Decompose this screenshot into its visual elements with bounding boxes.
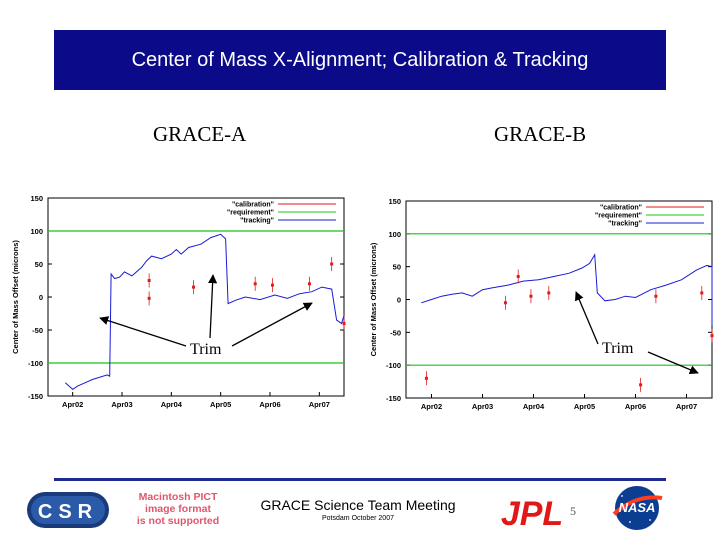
x-tick-label: Apr06 bbox=[625, 402, 646, 411]
calibration-point bbox=[529, 294, 533, 298]
calibration-point bbox=[710, 334, 714, 338]
x-tick-label: Apr04 bbox=[523, 402, 545, 411]
grace-a-chart: -150 -100 -50 0 50 100 150 Apr02 Apr03 Apr04 Apr05… bbox=[11, 194, 346, 409]
y-tick-label: -50 bbox=[32, 326, 43, 335]
nasa-logo-text: NASA bbox=[619, 500, 656, 515]
x-tick-label: Apr06 bbox=[259, 400, 280, 409]
calibration-point bbox=[547, 291, 551, 295]
x-tick-label: Apr07 bbox=[309, 400, 330, 409]
nasa-logo: NASA bbox=[612, 486, 663, 530]
y-tick-label: 50 bbox=[35, 260, 43, 269]
x-tick-label: Apr07 bbox=[676, 402, 697, 411]
tracking-series-line bbox=[421, 253, 713, 326]
calibration-point bbox=[147, 296, 151, 300]
y-tick-label: -100 bbox=[28, 359, 43, 368]
legend-label: "requirement" bbox=[227, 210, 274, 217]
x-tick-label: Apr02 bbox=[62, 400, 83, 409]
y-axis-label: Center of Mass Offset (microns) bbox=[11, 240, 20, 354]
calibration-point bbox=[516, 275, 520, 279]
legend-label: "calibration" bbox=[232, 202, 274, 209]
calibration-point bbox=[654, 294, 658, 298]
grace-b-chart: -150 -100 -50 0 50 100 150 Apr02 Apr03 Apr04 Apr05… bbox=[369, 197, 714, 411]
plot-frame bbox=[47, 197, 345, 397]
y-tick-label: -150 bbox=[28, 392, 43, 401]
grace-a-label: GRACE-A bbox=[153, 122, 247, 146]
pict-placeholder: Macintosh PICT image format is not suppo… bbox=[136, 491, 220, 527]
legend-label: "tracking" bbox=[240, 218, 274, 225]
y-tick-label: 150 bbox=[30, 194, 43, 203]
meeting-name: GRACE Science Team Meeting bbox=[260, 497, 456, 513]
meeting-venue: Potsdam October 2007 bbox=[322, 515, 394, 522]
y-tick-label: -50 bbox=[390, 328, 401, 337]
x-tick-label: Apr05 bbox=[210, 400, 231, 409]
y-tick-label: 150 bbox=[388, 197, 401, 206]
page-number: 5 bbox=[570, 504, 576, 518]
calibration-point bbox=[330, 262, 334, 266]
y-tick-label: 100 bbox=[388, 230, 401, 239]
legend-label: "calibration" bbox=[600, 205, 642, 212]
tracking-series-line bbox=[64, 233, 345, 391]
grace-b-label: GRACE-B bbox=[494, 122, 587, 146]
y-tick-label: 100 bbox=[30, 227, 43, 236]
calibration-point bbox=[147, 279, 151, 282]
footer-divider bbox=[54, 478, 666, 481]
y-tick-label: 0 bbox=[39, 293, 43, 302]
slide-title: Center of Mass X-Alignment; Calibration … bbox=[54, 30, 666, 90]
calibration-point bbox=[424, 376, 428, 380]
calibration-point bbox=[307, 282, 311, 286]
calibration-point bbox=[700, 291, 704, 295]
calibration-point bbox=[270, 283, 274, 287]
x-tick-label: Apr05 bbox=[574, 402, 595, 411]
csr-logo-text: CSR bbox=[38, 501, 98, 523]
y-tick-label: 0 bbox=[397, 296, 401, 305]
calibration-point bbox=[253, 282, 257, 286]
csr-logo: CSR bbox=[27, 492, 109, 528]
x-tick-label: Apr02 bbox=[421, 402, 442, 411]
y-tick-label: -100 bbox=[386, 361, 401, 370]
calibration-point bbox=[503, 301, 507, 305]
calibration-point bbox=[342, 321, 346, 325]
y-tick-label: -150 bbox=[386, 394, 401, 403]
y-axis-label: Center of Mass Offset (microns) bbox=[369, 242, 378, 356]
legend-label: "requirement" bbox=[595, 213, 642, 220]
jpl-logo-text: JPL bbox=[501, 496, 563, 528]
plot-frame bbox=[405, 200, 713, 399]
calibration-point bbox=[639, 383, 643, 387]
x-tick-label: Apr03 bbox=[111, 400, 132, 409]
y-tick-label: 50 bbox=[393, 263, 401, 272]
legend-label: "tracking" bbox=[608, 221, 642, 228]
x-tick-label: Apr04 bbox=[161, 400, 183, 409]
jpl-logo: JPL bbox=[501, 496, 563, 528]
x-tick-label: Apr03 bbox=[472, 402, 493, 411]
calibration-point bbox=[192, 285, 196, 289]
